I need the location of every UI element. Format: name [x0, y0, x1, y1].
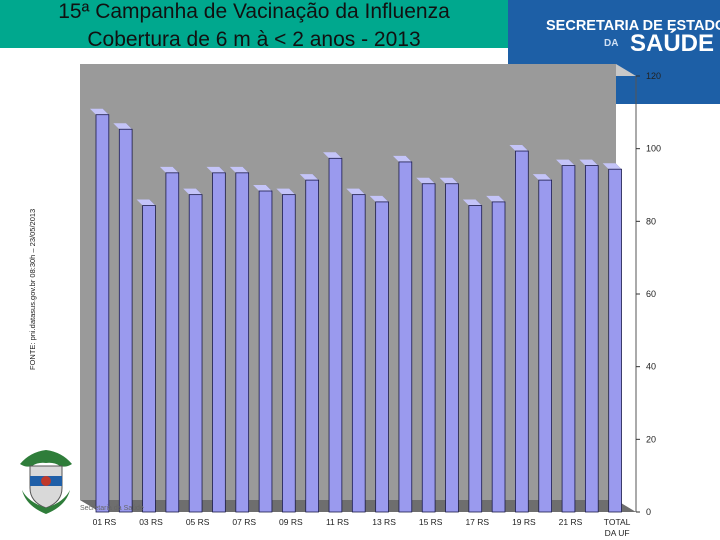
- bar-top-face: [276, 188, 296, 195]
- bar: [398, 161, 413, 513]
- bar: [118, 128, 133, 513]
- x-tick-label: 13 RS: [372, 517, 396, 527]
- state-crest-icon: [20, 450, 72, 514]
- x-tick-label: 17 RS: [465, 517, 489, 527]
- bar: [142, 205, 156, 513]
- bar-top-face: [439, 177, 459, 184]
- bar: [491, 201, 506, 513]
- bar: [584, 165, 599, 513]
- x-tick-label: 11 RS: [326, 517, 349, 527]
- title-banner: [0, 0, 508, 48]
- bar-top-face: [602, 163, 622, 170]
- bar: [561, 165, 576, 513]
- logo-text-secretaria: SECRETARIA DE ESTADO: [546, 18, 720, 34]
- bar-top-face: [509, 145, 529, 152]
- bar: [95, 114, 110, 513]
- x-tick-label: 09 RS: [279, 517, 303, 527]
- bar: [445, 183, 459, 513]
- bar-top-face: [229, 166, 249, 173]
- bar-top-face: [113, 123, 133, 130]
- bar: [538, 179, 552, 513]
- bar: [351, 194, 366, 513]
- crest-caption: Secretaria da Saúde: [80, 505, 144, 512]
- bar: [235, 172, 250, 513]
- bar-top-face: [416, 177, 436, 184]
- y-tick-label: 40: [646, 362, 656, 372]
- bar-top-face: [369, 195, 389, 202]
- logo-text-da: DA: [604, 38, 619, 49]
- x-tick-label: 21 RS: [559, 517, 583, 527]
- bar-top-face: [136, 199, 156, 206]
- bar: [165, 172, 180, 513]
- bar-top-face: [486, 195, 505, 202]
- x-tick-label: TOTAL: [604, 517, 631, 527]
- x-tick-label: DA UF: [605, 528, 630, 538]
- x-tick-label: 07 RS: [232, 517, 256, 527]
- y-tick-label: 120: [646, 71, 661, 81]
- bar-top-face: [206, 166, 226, 173]
- bar-top-face: [579, 159, 599, 166]
- y-tick-label: 100: [646, 144, 661, 154]
- x-tick-label: 05 RS: [186, 517, 210, 527]
- bar: [258, 190, 273, 513]
- y-tick-label: 60: [646, 289, 656, 299]
- bar-top-face: [556, 159, 575, 166]
- chart-subtitle: Cobertura de 6 m à < 2 anos - 2013: [87, 28, 421, 51]
- y-tick-label: 20: [646, 434, 656, 444]
- logo-text-saude: SAÚDE: [630, 30, 715, 57]
- bar: [375, 201, 389, 513]
- bar: [212, 172, 226, 513]
- x-tick-label: 03 RS: [139, 517, 163, 527]
- bar-top-face: [159, 166, 179, 173]
- bar: [188, 194, 203, 513]
- bar: [608, 168, 622, 513]
- bar-top-face: [90, 108, 109, 115]
- x-tick-label: 15 RS: [419, 517, 443, 527]
- bar-top-face: [323, 152, 342, 159]
- x-tick-label: 19 RS: [512, 517, 536, 527]
- bar-top-face: [299, 174, 319, 181]
- bar: [305, 179, 319, 513]
- bar: [421, 183, 436, 513]
- bar: [468, 205, 483, 513]
- bar-top-face: [183, 188, 203, 195]
- bar-top-face: [346, 188, 366, 195]
- bar-top-face: [462, 199, 482, 206]
- x-tick-label: 01 RS: [93, 517, 117, 527]
- bar: [282, 194, 296, 513]
- bar-top-face: [532, 174, 552, 181]
- y-tick-label: 80: [646, 216, 656, 226]
- bar: [515, 150, 529, 513]
- bar: [328, 157, 343, 513]
- bar-top-face: [253, 185, 272, 191]
- y-tick-label: 0: [646, 507, 651, 517]
- chart-title: 15ª Campanha de Vacinação da Influenza: [58, 0, 450, 23]
- bar-top-face: [392, 155, 412, 162]
- plot-back-wall: [80, 64, 616, 500]
